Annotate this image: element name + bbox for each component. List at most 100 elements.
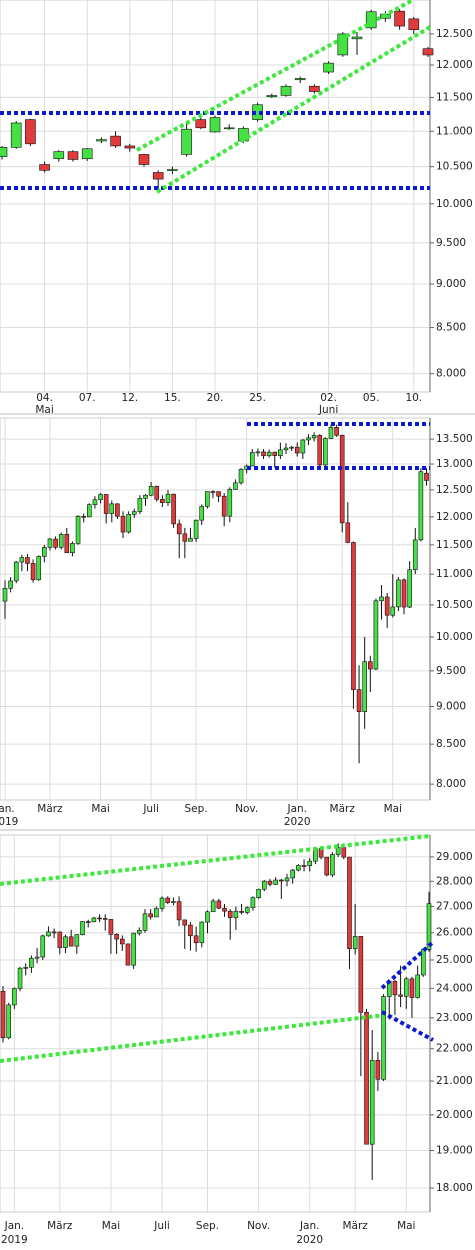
candle-body bbox=[227, 488, 233, 517]
x-tick-label: März bbox=[37, 803, 63, 815]
y-tick-label: 12.500 bbox=[436, 28, 473, 40]
x-tick-label: 10. bbox=[405, 392, 422, 404]
trend-lines bbox=[0, 0, 435, 1063]
x-tick-label: Sep. bbox=[196, 1220, 219, 1232]
candle-body bbox=[159, 897, 165, 909]
candle-body bbox=[272, 451, 278, 456]
candle-body bbox=[279, 879, 284, 882]
candle-body bbox=[188, 924, 193, 937]
candle-body bbox=[294, 446, 300, 454]
y-tick-label: 25.000 bbox=[436, 954, 473, 966]
x-tick-sublabel: 2020 bbox=[284, 816, 311, 828]
candle-body bbox=[68, 936, 74, 947]
channel-line bbox=[136, 0, 414, 152]
candle-body bbox=[301, 865, 307, 867]
candle-body bbox=[266, 451, 272, 457]
candle-body bbox=[392, 981, 398, 996]
candle-body bbox=[209, 117, 221, 133]
wedge-line bbox=[381, 1010, 434, 1042]
y-tick-label: 11.500 bbox=[436, 91, 473, 103]
candle-body bbox=[199, 921, 205, 944]
candle-body bbox=[394, 10, 405, 27]
candle-body bbox=[266, 95, 278, 98]
candle-body bbox=[278, 449, 283, 456]
candle-body bbox=[216, 491, 221, 497]
candle-body bbox=[182, 533, 188, 542]
candle-body bbox=[409, 978, 415, 998]
candle-body bbox=[418, 471, 424, 541]
candle-body bbox=[330, 854, 335, 876]
candle-body bbox=[40, 935, 46, 958]
candle-body bbox=[408, 18, 420, 30]
x-tick-label: Juli bbox=[142, 803, 159, 815]
candle-body bbox=[171, 901, 176, 903]
candle-body bbox=[367, 661, 373, 670]
y-tick-label: 8.500 bbox=[436, 322, 466, 334]
y-tick-label: 28.000 bbox=[436, 875, 473, 887]
candle-body bbox=[307, 860, 313, 867]
y-tick-label: 20.000 bbox=[436, 1109, 473, 1121]
y-tick-label: 11.000 bbox=[436, 125, 473, 137]
candle-body bbox=[165, 897, 171, 903]
candle-body bbox=[171, 493, 176, 525]
candle-body bbox=[57, 931, 63, 948]
x-tick-label: März bbox=[342, 1220, 368, 1232]
y-tick-label: 9.000 bbox=[436, 700, 466, 712]
candle-body bbox=[120, 515, 126, 533]
candle-body bbox=[324, 856, 330, 876]
y-tick-label: 10.000 bbox=[436, 198, 473, 210]
y-tick-label: 22.000 bbox=[436, 1043, 473, 1055]
candle-body bbox=[250, 897, 256, 908]
candle-body bbox=[339, 435, 345, 524]
candle-body bbox=[261, 880, 267, 890]
candle-body bbox=[424, 472, 429, 481]
y-tick-label: 18.000 bbox=[436, 1182, 473, 1194]
candle-body bbox=[256, 888, 261, 898]
x-tick-label: März bbox=[330, 803, 356, 815]
candle-body bbox=[356, 689, 362, 713]
candle-body bbox=[176, 523, 182, 535]
candle-body bbox=[110, 135, 121, 147]
candle-body bbox=[273, 879, 278, 885]
x-tick-label: 02. bbox=[320, 392, 337, 404]
candle-body bbox=[341, 847, 347, 858]
candle-body bbox=[137, 498, 143, 512]
x-tick-label: 07. bbox=[79, 392, 96, 404]
candle-body bbox=[80, 921, 85, 935]
y-tick-label: 9.500 bbox=[436, 665, 466, 677]
wedge-line bbox=[380, 940, 435, 990]
candle-body bbox=[373, 600, 379, 670]
x-tick-sublabel: 2019 bbox=[0, 816, 18, 828]
candle-body bbox=[222, 907, 227, 912]
candle-body bbox=[412, 539, 418, 571]
candle-body bbox=[403, 978, 409, 997]
candle-body bbox=[138, 154, 150, 165]
candle-body bbox=[92, 499, 98, 506]
candle-body bbox=[195, 119, 207, 129]
candle-body bbox=[8, 580, 13, 589]
candle-body bbox=[199, 506, 204, 521]
candle-body bbox=[51, 931, 57, 934]
candle-body bbox=[233, 910, 239, 918]
candle-body bbox=[294, 78, 306, 81]
candle-body bbox=[25, 557, 30, 564]
candle-body bbox=[323, 438, 328, 466]
candle-body bbox=[335, 847, 341, 855]
candle-body bbox=[379, 596, 384, 602]
y-tick-label: 23.000 bbox=[436, 1012, 473, 1024]
candle-body bbox=[114, 933, 119, 940]
y-tick-label: 24.000 bbox=[436, 982, 473, 994]
x-tick-label: Mai bbox=[384, 803, 402, 815]
candle-body bbox=[188, 538, 193, 542]
candle-body bbox=[238, 469, 244, 484]
candle-body bbox=[2, 587, 8, 602]
candle-body bbox=[300, 439, 306, 454]
candle-body bbox=[244, 907, 250, 913]
candle-body bbox=[97, 917, 102, 920]
candle-body bbox=[309, 85, 320, 92]
candle-body bbox=[154, 908, 159, 918]
y-tick-label: 12.000 bbox=[436, 511, 473, 523]
x-tick-label: Mai bbox=[397, 1220, 415, 1232]
y-tick-label: 11.000 bbox=[436, 568, 473, 580]
candle-body bbox=[160, 498, 165, 503]
